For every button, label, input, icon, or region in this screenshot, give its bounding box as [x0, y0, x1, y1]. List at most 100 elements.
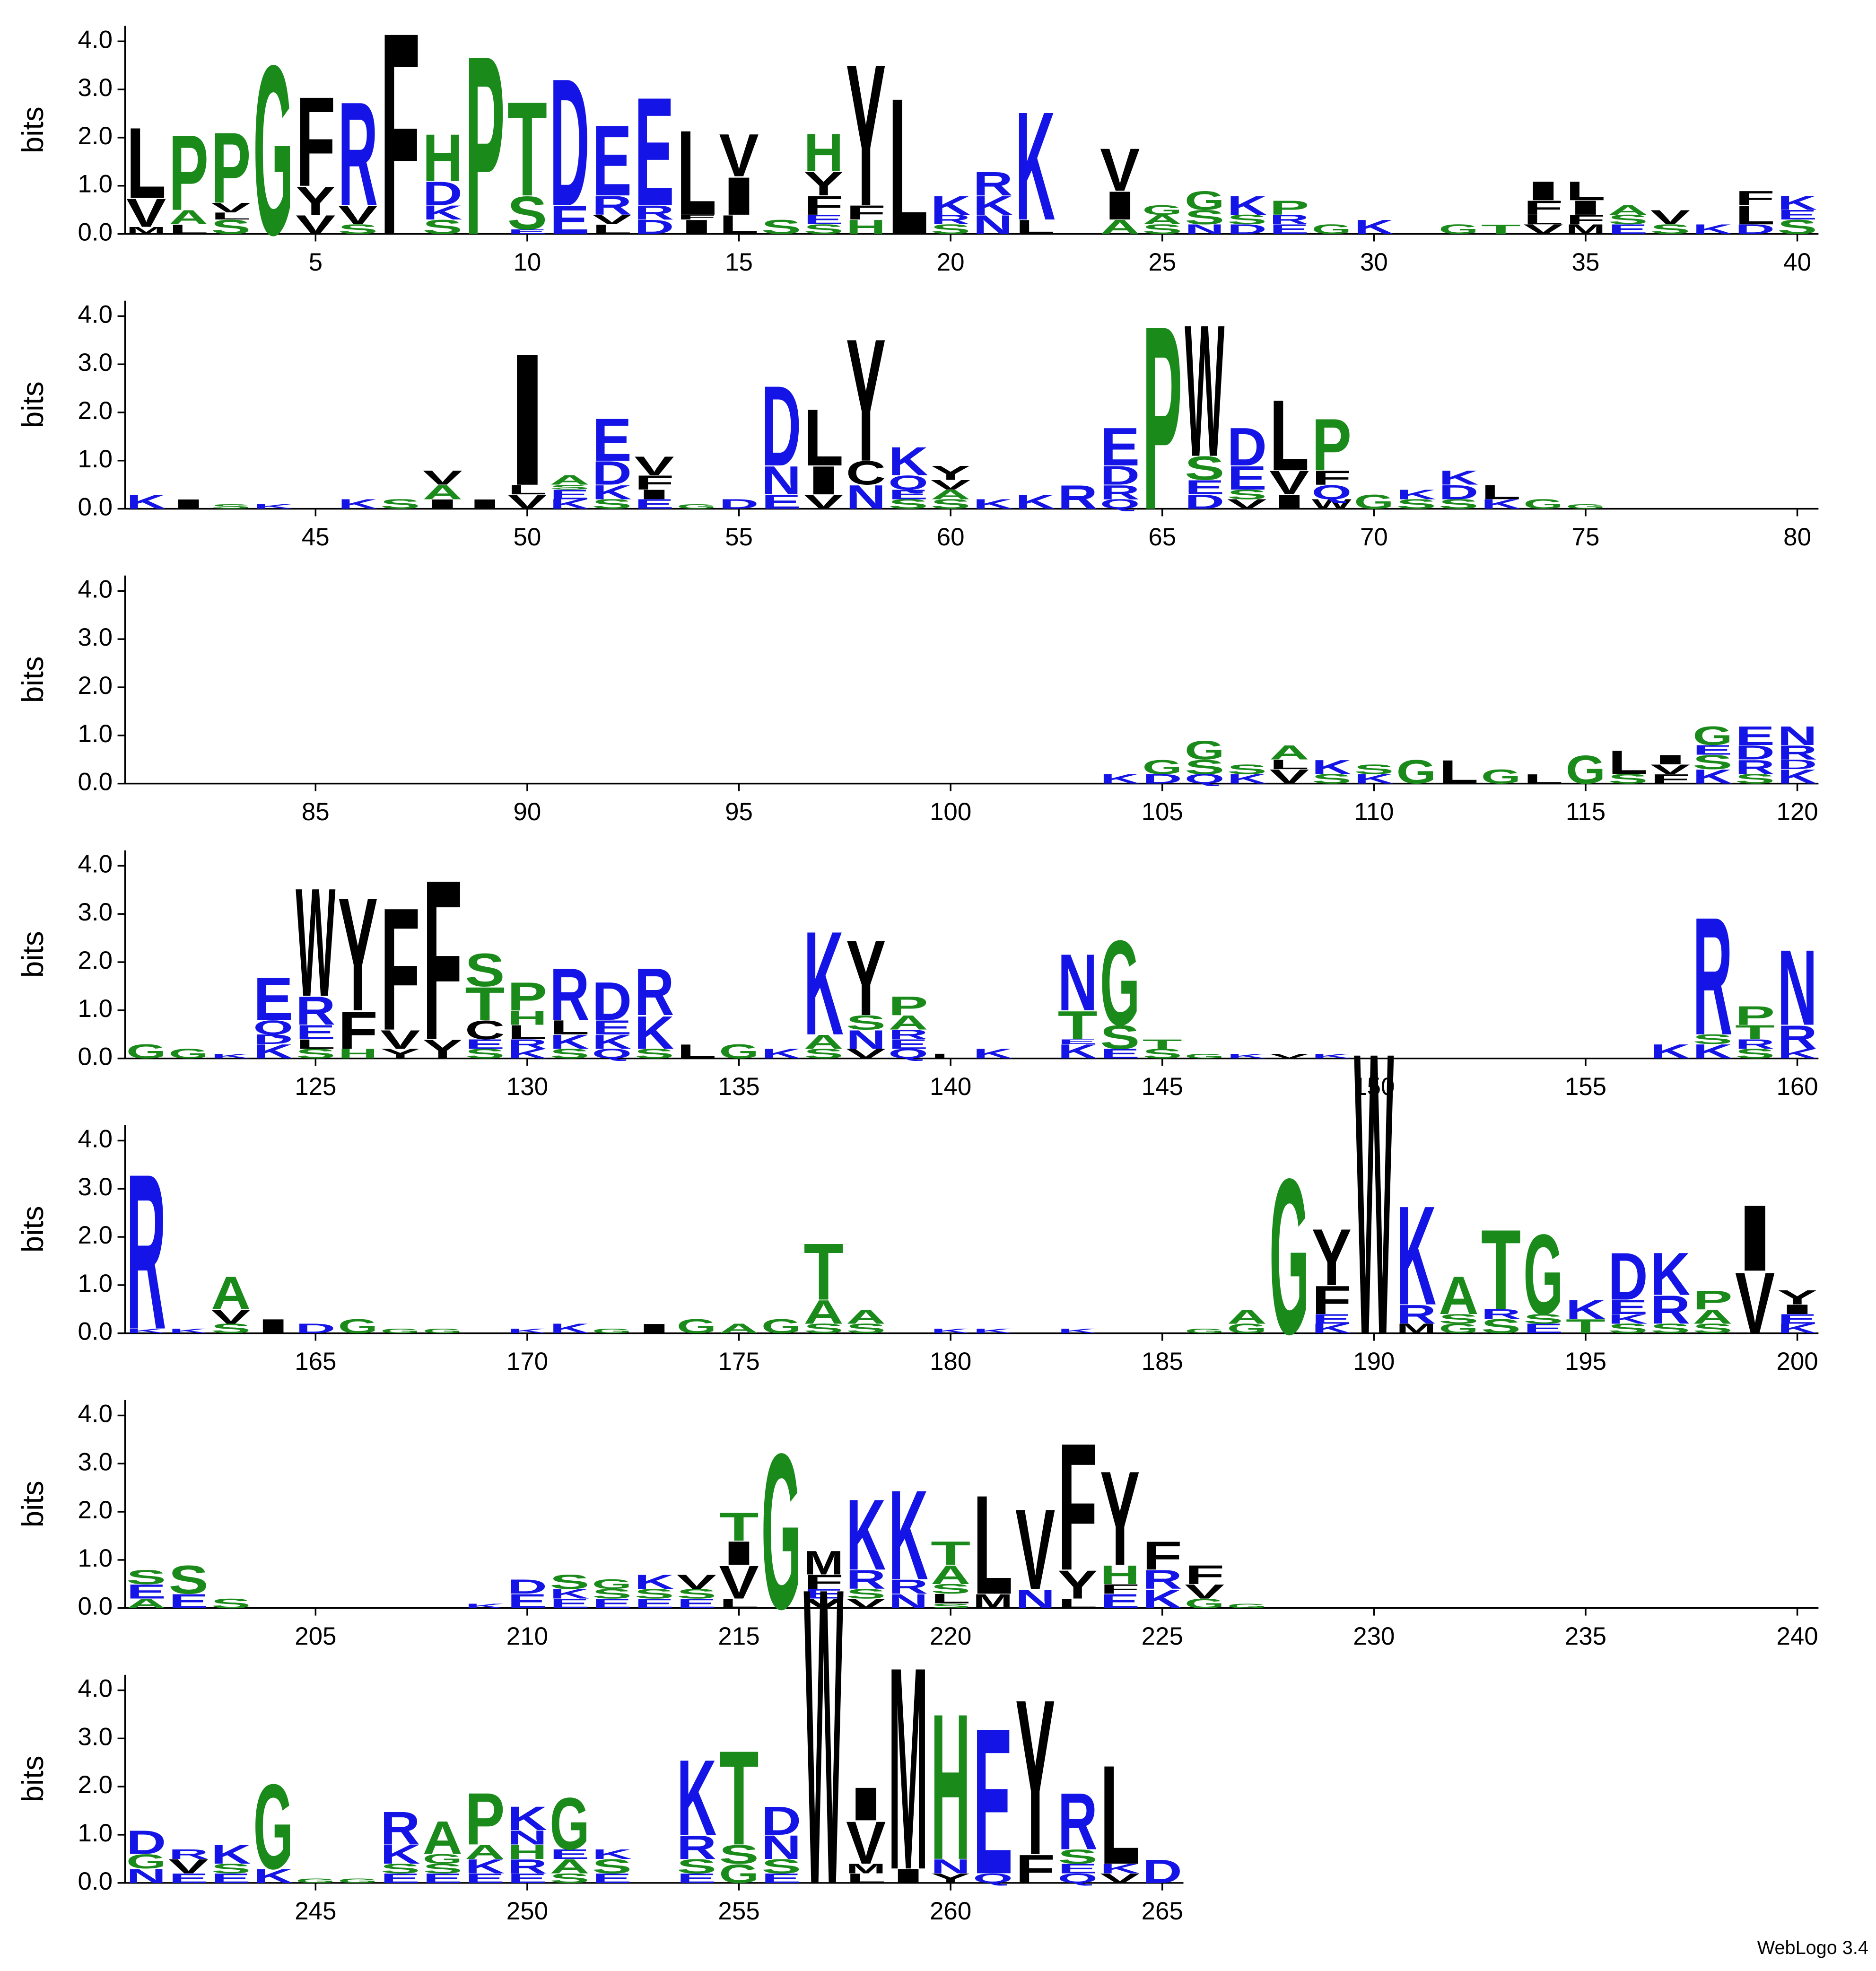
logo-letter: H: [507, 1841, 547, 1864]
logo-letter: S: [169, 1558, 209, 1603]
logo-letter: E: [634, 497, 674, 512]
logo-letter: K: [1396, 1177, 1436, 1335]
y-tick-label: 1.0: [78, 995, 113, 1023]
logo-letter: S: [465, 944, 505, 997]
logo-letter: I: [423, 497, 462, 512]
y-tick-label: 0.0: [78, 768, 113, 796]
logo-letter: Q: [592, 1047, 632, 1062]
logo-letter: E: [211, 1871, 251, 1886]
x-tick-label: 240: [1776, 1622, 1818, 1650]
logo-letter: F: [1185, 1560, 1224, 1590]
logo-letter: E: [550, 198, 589, 243]
logo-letter: E: [1778, 1312, 1817, 1327]
logo-letter: F: [1100, 1582, 1140, 1597]
logo-letter: S: [423, 1861, 462, 1876]
logo-letter: V: [1269, 464, 1309, 502]
logo-letter: G: [296, 1877, 335, 1885]
logo-letter: L: [1481, 481, 1521, 504]
x-tick-label: 95: [725, 798, 753, 826]
logo-letter: L: [211, 210, 251, 222]
logo-letter: V: [719, 122, 759, 189]
logo-letter: F: [1312, 1278, 1352, 1323]
logo-letter: L: [507, 1021, 547, 1044]
y-tick-label: 4.0: [78, 26, 113, 53]
logo-letter: E: [1100, 1047, 1140, 1062]
logo-letter: L: [1269, 757, 1309, 772]
logo-letter: T: [804, 1227, 844, 1317]
logo-letter: E: [1058, 1038, 1098, 1046]
logo-letter: S: [1439, 497, 1478, 512]
logo-letter: R: [931, 212, 970, 228]
logo-letter: W: [1312, 497, 1352, 512]
logo-letter: F: [380, 0, 420, 296]
logo-letter: W: [1185, 286, 1225, 496]
logo-letter: S: [1227, 212, 1267, 228]
x-tick-label: 145: [1142, 1073, 1183, 1101]
logo-letter: K: [1650, 1041, 1691, 1063]
y-tick-label: 4.0: [78, 1674, 113, 1702]
y-tick-label: 4.0: [78, 1400, 113, 1428]
logo-letter: S: [1735, 1047, 1775, 1062]
logo-letter: S: [677, 1855, 716, 1878]
logo-letter: A: [931, 1560, 970, 1590]
logo-letter: A: [1143, 212, 1182, 228]
logo-letter: F: [1143, 1533, 1182, 1578]
logo-letter: F: [634, 472, 674, 494]
x-tick-label: 35: [1572, 248, 1600, 276]
y-tick-label: 0.0: [78, 493, 113, 521]
logo-letter: L: [507, 482, 547, 498]
logo-letter: D: [296, 1322, 335, 1337]
logo-letter: L: [804, 393, 844, 483]
logo-letter: N: [1015, 1585, 1055, 1614]
logo-letter: K: [550, 1586, 590, 1602]
logo-letter: K: [253, 1865, 294, 1888]
x-tick-label: 85: [302, 798, 330, 826]
logo-letter: E: [804, 212, 844, 228]
logo-letter: R: [1693, 883, 1732, 1070]
logo-letter: Y: [931, 1871, 970, 1886]
logo-letter: I: [719, 166, 759, 227]
logo-letter: A: [804, 1294, 844, 1331]
logo-letter: S: [1693, 1322, 1732, 1337]
logo-letter: G: [423, 1852, 462, 1867]
logo-letter: E: [1693, 743, 1732, 758]
x-tick-label: 55: [725, 523, 753, 551]
logo-letter: S: [1693, 751, 1732, 774]
logo-letter: V: [1185, 1580, 1225, 1603]
y-tick-label: 1.0: [78, 1819, 113, 1847]
logo-letter: S: [1185, 450, 1224, 488]
logo-letter: H: [338, 1047, 378, 1062]
logo-letter: P: [1312, 403, 1352, 486]
logo-letter: A: [1269, 742, 1309, 764]
logo-letter: D: [1227, 222, 1267, 237]
logo-letter: V: [338, 201, 378, 230]
logo-letter: S: [1608, 212, 1648, 228]
logo-letter: L: [592, 222, 632, 237]
logo-letter: T: [1481, 222, 1522, 237]
y-tick-label: 4.0: [78, 575, 113, 603]
logo-letter: V: [1269, 1053, 1311, 1060]
logo-letter: L: [1566, 176, 1606, 206]
logo-letter: K: [846, 1479, 886, 1591]
logo-letter: A: [1608, 203, 1648, 218]
logo-letter: F: [1735, 187, 1775, 210]
logo-letter: K: [550, 497, 590, 512]
logo-letter: P: [1143, 272, 1182, 565]
logo-letter: V: [126, 191, 166, 236]
logo-letter: D: [592, 455, 632, 492]
logo-letter: D: [126, 1824, 166, 1862]
x-tick-label: 10: [514, 248, 541, 276]
logo-letter: T: [931, 1535, 970, 1572]
x-tick-label: 215: [718, 1622, 759, 1650]
logo-letter: D: [507, 1576, 547, 1598]
logo-letter: E: [1778, 208, 1817, 223]
logo-letter: A: [423, 481, 462, 504]
logo-letter: S: [1312, 772, 1352, 787]
logo-letter: R: [169, 1847, 209, 1862]
logo-letter: K: [1227, 772, 1268, 787]
logo-letter: V: [296, 210, 335, 240]
logo-letter: E: [634, 1596, 674, 1612]
logo-letter: S: [1143, 1047, 1182, 1062]
logo-letter: A: [889, 1012, 928, 1034]
logo-letter: K: [634, 1571, 674, 1594]
